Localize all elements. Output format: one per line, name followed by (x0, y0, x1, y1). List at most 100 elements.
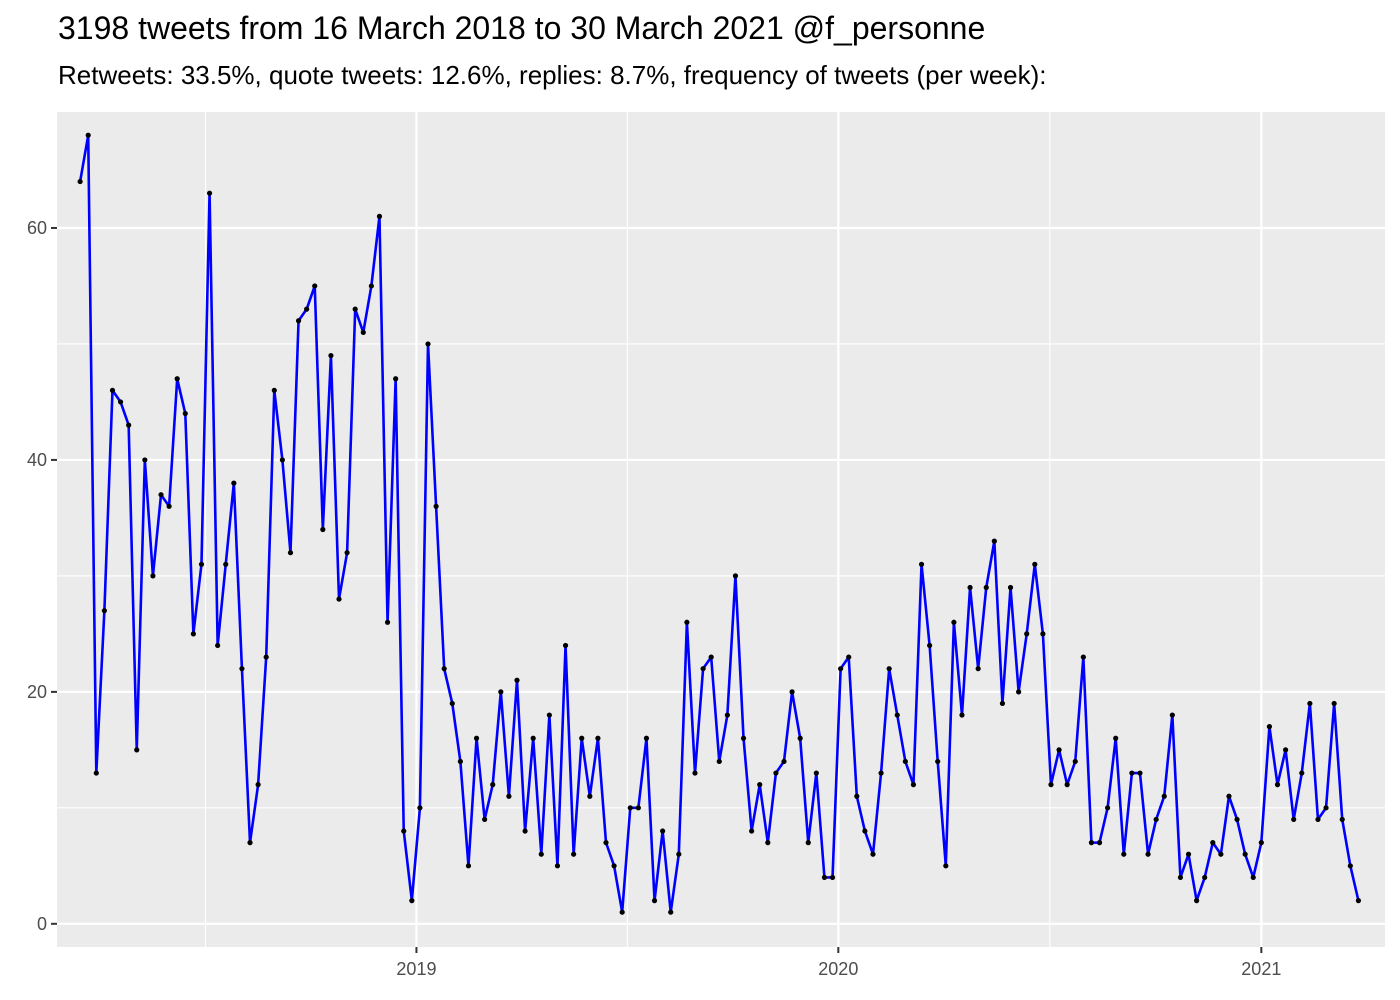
data-point (1331, 700, 1337, 707)
data-point (1177, 874, 1184, 881)
data-points (77, 132, 1362, 915)
data-point (1007, 584, 1014, 591)
data-point (1048, 782, 1054, 788)
data-point (498, 689, 504, 695)
data-point (336, 596, 342, 602)
data-point (158, 492, 164, 498)
data-point (1161, 793, 1167, 799)
data-point (182, 410, 188, 417)
data-point (1347, 863, 1353, 869)
data-point (417, 805, 423, 811)
data-point (595, 735, 601, 741)
data-point (943, 863, 949, 869)
data-point (878, 770, 884, 776)
data-point (215, 642, 221, 649)
data-point (1250, 874, 1256, 881)
data-point (1299, 770, 1305, 776)
data-point (1040, 631, 1046, 637)
data-point (797, 735, 803, 741)
data-point (223, 561, 229, 567)
data-point (465, 863, 472, 869)
data-point (643, 735, 650, 741)
data-point (1274, 782, 1281, 788)
data-point (271, 387, 277, 393)
data-point (295, 318, 302, 324)
data-point (77, 178, 83, 185)
data-point (255, 782, 261, 788)
data-point (757, 782, 763, 788)
data-point (1234, 816, 1240, 823)
data-point (1080, 654, 1086, 660)
data-point (1194, 898, 1200, 904)
data-point (554, 863, 561, 869)
data-point (231, 480, 237, 486)
data-point (716, 758, 722, 765)
data-point (562, 642, 569, 649)
data-point (1291, 816, 1297, 823)
data-point (1072, 758, 1078, 765)
data-point (1088, 840, 1095, 846)
data-point (959, 712, 965, 718)
data-point (304, 306, 310, 312)
data-point (918, 561, 925, 567)
x-tick-label: 2021 (1241, 959, 1281, 979)
data-point (1096, 840, 1103, 846)
data-point (506, 793, 512, 799)
data-point (1226, 793, 1232, 799)
y-tick-label: 60 (27, 218, 47, 238)
data-point (1153, 816, 1159, 823)
data-point (457, 758, 463, 765)
data-point (1210, 840, 1216, 846)
data-point (789, 689, 795, 695)
data-point (134, 747, 140, 753)
data-point (627, 805, 633, 811)
data-point (514, 677, 520, 683)
data-point (854, 793, 860, 799)
data-point (247, 840, 253, 846)
x-tick-label: 2019 (396, 959, 436, 979)
data-point (983, 584, 989, 591)
y-tick-label: 0 (37, 914, 47, 934)
data-point (1137, 770, 1143, 776)
data-point (651, 898, 658, 904)
data-point (579, 735, 585, 741)
data-point (935, 758, 941, 765)
data-point (1145, 851, 1151, 857)
data-point (951, 619, 957, 625)
data-point (587, 793, 593, 799)
data-point (910, 782, 917, 788)
data-point (1129, 770, 1135, 776)
data-point (571, 851, 577, 857)
data-point (635, 805, 641, 811)
data-point (1056, 747, 1062, 753)
data-point (724, 712, 730, 718)
data-point (740, 735, 747, 741)
data-point (1323, 805, 1329, 811)
chart-subtitle: Retweets: 33.5%, quote tweets: 12.6%, re… (58, 60, 1047, 90)
data-point (749, 828, 755, 834)
y-tick-label: 40 (27, 450, 47, 470)
data-point (190, 631, 196, 637)
data-point (101, 608, 107, 614)
data-point (522, 828, 528, 834)
data-point (1121, 851, 1127, 857)
data-point (166, 503, 172, 509)
data-point (1032, 561, 1038, 567)
major-gridlines (57, 112, 1385, 947)
data-point (1355, 898, 1362, 904)
data-point (1315, 816, 1321, 823)
data-point (773, 770, 779, 776)
data-point (85, 132, 91, 138)
data-point (676, 851, 682, 857)
data-point (603, 840, 609, 846)
data-point (1218, 851, 1224, 857)
data-point (1016, 689, 1022, 695)
data-point (999, 700, 1006, 707)
data-point (530, 735, 536, 741)
data-point (473, 735, 480, 741)
data-point (927, 642, 933, 649)
data-point (312, 283, 318, 289)
data-point (239, 666, 245, 672)
data-point (1064, 782, 1070, 788)
data-point (449, 700, 455, 707)
